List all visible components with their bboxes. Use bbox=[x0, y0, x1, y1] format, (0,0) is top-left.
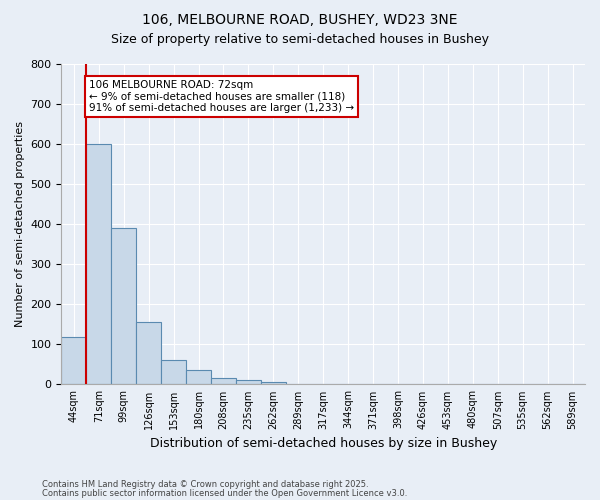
Text: Contains public sector information licensed under the Open Government Licence v3: Contains public sector information licen… bbox=[42, 488, 407, 498]
Text: Contains HM Land Registry data © Crown copyright and database right 2025.: Contains HM Land Registry data © Crown c… bbox=[42, 480, 368, 489]
Bar bbox=[111, 228, 136, 384]
X-axis label: Distribution of semi-detached houses by size in Bushey: Distribution of semi-detached houses by … bbox=[149, 437, 497, 450]
Text: 106 MELBOURNE ROAD: 72sqm
← 9% of semi-detached houses are smaller (118)
91% of : 106 MELBOURNE ROAD: 72sqm ← 9% of semi-d… bbox=[89, 80, 354, 113]
Text: 106, MELBOURNE ROAD, BUSHEY, WD23 3NE: 106, MELBOURNE ROAD, BUSHEY, WD23 3NE bbox=[142, 12, 458, 26]
Bar bbox=[61, 337, 86, 384]
Bar bbox=[86, 144, 111, 384]
Bar bbox=[261, 382, 286, 384]
Bar bbox=[211, 378, 236, 384]
Bar bbox=[186, 370, 211, 384]
Y-axis label: Number of semi-detached properties: Number of semi-detached properties bbox=[15, 121, 25, 327]
Text: Size of property relative to semi-detached houses in Bushey: Size of property relative to semi-detach… bbox=[111, 32, 489, 46]
Bar bbox=[136, 322, 161, 384]
Bar bbox=[236, 380, 261, 384]
Bar bbox=[161, 360, 186, 384]
